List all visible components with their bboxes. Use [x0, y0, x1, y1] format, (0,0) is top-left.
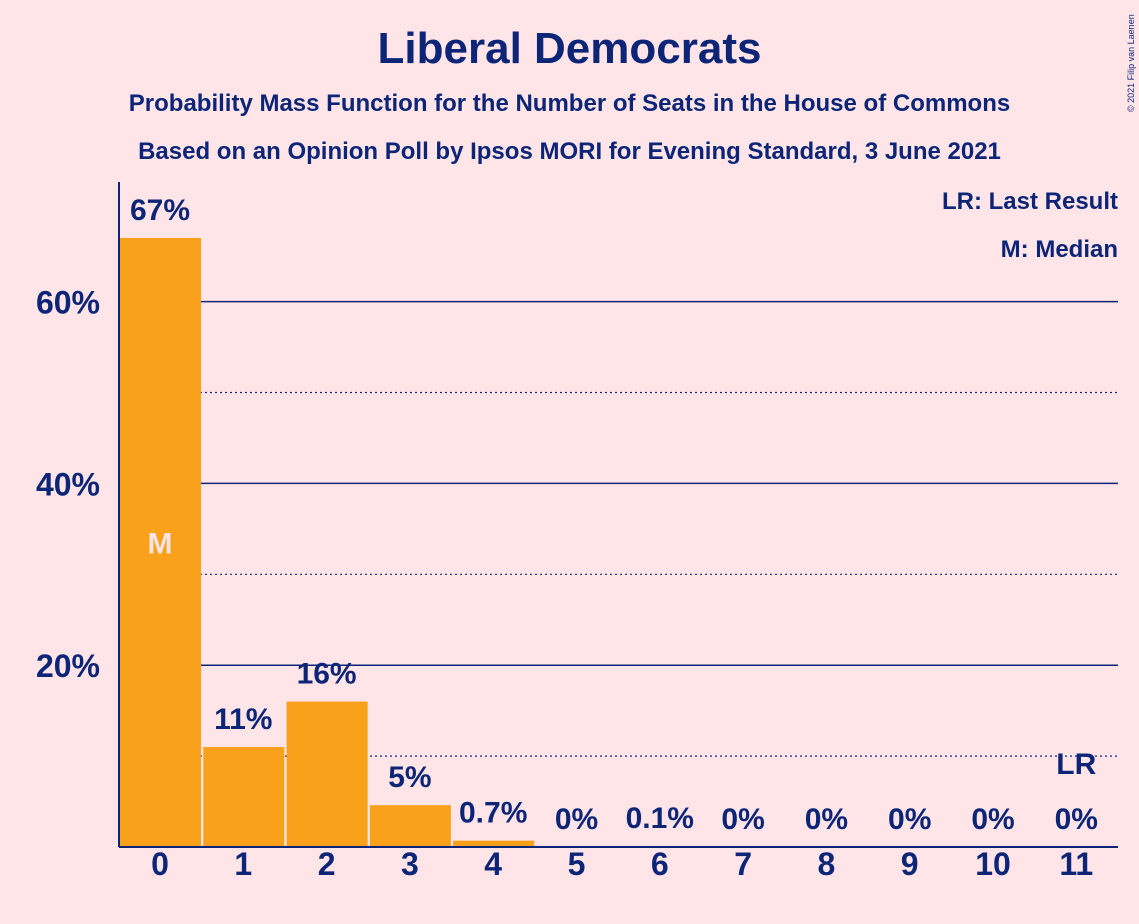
data-label: 5%	[388, 761, 431, 794]
chart-title: Liberal Democrats	[377, 24, 762, 73]
chart-subtitle: Probability Mass Function for the Number…	[128, 90, 1011, 117]
bar	[369, 805, 451, 847]
data-label: 0%	[1055, 803, 1098, 836]
data-label: 0%	[888, 803, 931, 836]
data-label: 0.1%	[626, 802, 694, 835]
x-tick-label: 9	[901, 846, 919, 882]
x-tick-label: 7	[734, 846, 752, 882]
bar	[203, 747, 285, 847]
last-result-marker: LR	[1056, 748, 1096, 781]
bar	[286, 701, 368, 847]
x-tick-label: 4	[484, 846, 502, 882]
data-label: 16%	[297, 658, 357, 691]
bar	[453, 840, 535, 847]
labels: 20% 40% 60% 0 67% 1 11% 2 16% 3 5% 4 0.7% 5 0% 6 0.1% 7 0%…	[36, 194, 1098, 882]
data-label: 0%	[555, 803, 598, 836]
data-label: 0%	[721, 803, 764, 836]
x-tick-label: 11	[1059, 846, 1093, 882]
legend-last-result: LR: Last Result	[942, 188, 1118, 215]
x-tick-label: 8	[818, 846, 836, 882]
data-label: 11%	[214, 703, 272, 736]
data-label: 0.7%	[459, 797, 527, 830]
x-tick-label: 5	[568, 846, 586, 882]
x-tick-label: 6	[651, 846, 669, 882]
x-tick-label: 0	[151, 846, 169, 882]
chart-source: Based on an Opinion Poll by Ipsos MORI f…	[138, 138, 1001, 165]
x-tick-label: 2	[318, 846, 336, 882]
y-tick-label: 20%	[36, 648, 100, 684]
x-tick-label: 1	[234, 846, 252, 882]
median-marker: M	[148, 527, 173, 560]
y-tick-label: 40%	[36, 466, 100, 502]
data-label: 0%	[805, 803, 848, 836]
y-tick-label: 60%	[36, 285, 100, 321]
data-label: 67%	[130, 194, 190, 227]
bar	[120, 237, 201, 848]
x-tick-label: 3	[401, 846, 419, 882]
axes	[118, 182, 1118, 848]
data-label: 0%	[971, 803, 1014, 836]
legend-median: M: Median	[1001, 236, 1118, 263]
gridlines	[200, 300, 1118, 757]
bars	[120, 237, 701, 848]
x-tick-label: 10	[975, 846, 1011, 882]
